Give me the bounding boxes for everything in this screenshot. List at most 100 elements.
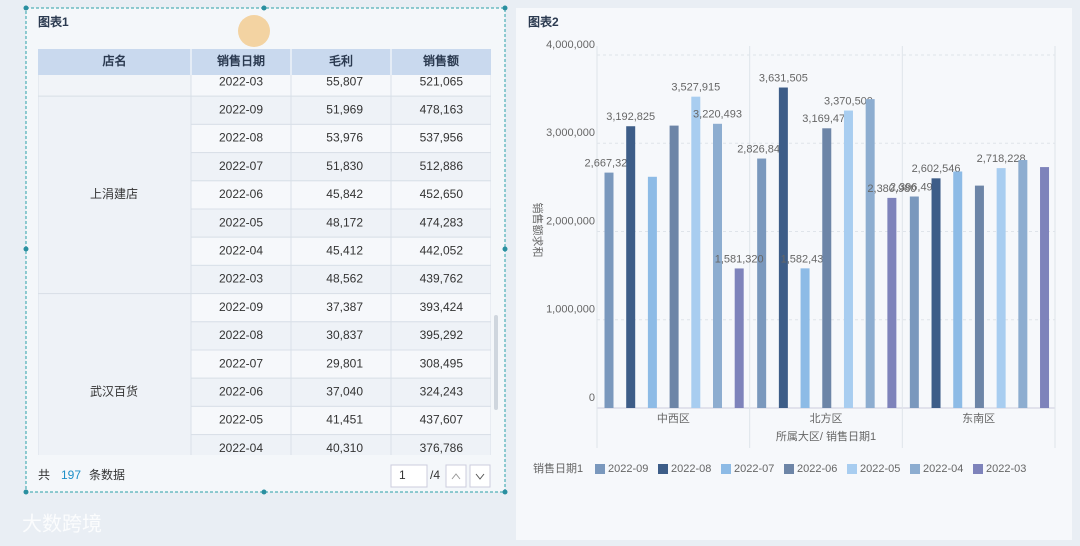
sales-cell: 474,283 — [420, 215, 464, 229]
table-row — [190, 180, 491, 210]
data-label: 2,718,228 — [977, 153, 1026, 165]
bar — [757, 158, 767, 408]
data-label: 3,527,915 — [671, 82, 720, 94]
next-icon — [475, 473, 485, 480]
profit-cell: 48,172 — [326, 215, 363, 229]
data-label: 3,192,825 — [606, 111, 655, 123]
legend-swatch — [847, 464, 857, 474]
bar — [1040, 167, 1050, 408]
sales-cell: 324,243 — [420, 384, 464, 398]
legend-label: 2022-07 — [734, 463, 774, 475]
table-row — [190, 152, 491, 182]
bar — [865, 99, 875, 408]
prev-icon — [451, 473, 461, 480]
date-cell: 2022-05 — [219, 413, 263, 427]
profit-cell: 29,801 — [326, 356, 363, 370]
legend-swatch — [721, 464, 731, 474]
bar — [604, 172, 614, 408]
legend-label: 2022-05 — [860, 463, 900, 475]
bar — [691, 96, 701, 408]
legend-label: 2022-06 — [797, 463, 837, 475]
sales-cell: 521,065 — [420, 74, 464, 88]
date-cell: 2022-04 — [219, 441, 263, 455]
record-count: 197 — [61, 468, 81, 482]
prev-button[interactable] — [445, 464, 467, 488]
sales-cell: 442,052 — [420, 243, 464, 257]
data-label: 1,582,434 — [781, 253, 830, 265]
bar — [778, 87, 788, 408]
sales-cell: 393,424 — [420, 300, 464, 314]
legend-swatch — [658, 464, 668, 474]
data-label: 2,667,321 — [585, 158, 634, 170]
profit-cell: 37,040 — [326, 384, 363, 398]
bar — [800, 268, 810, 408]
date-cell: 2022-08 — [219, 328, 263, 342]
data-label: 2,826,845 — [737, 143, 786, 155]
bar — [822, 128, 832, 408]
header-cell: 店名 — [102, 53, 126, 68]
legend-title: 销售日期1 — [533, 461, 583, 475]
bar — [647, 176, 657, 408]
table-row — [190, 405, 491, 436]
store-name: 武汉百货 — [90, 383, 138, 398]
bar — [843, 110, 853, 408]
date-cell: 2022-07 — [219, 356, 263, 370]
legend-swatch — [595, 464, 605, 474]
data-label: 2,380,980 — [867, 183, 916, 195]
table-row — [190, 208, 491, 238]
profit-cell: 48,562 — [326, 272, 363, 286]
y-axis-title: 销售额求和 — [531, 203, 545, 258]
date-cell: 2022-04 — [219, 243, 263, 257]
sales-cell: 537,956 — [420, 131, 464, 145]
legend-label: 2022-08 — [671, 463, 711, 475]
date-cell: 2022-09 — [219, 102, 263, 116]
bar — [734, 268, 744, 408]
y-tick-label: 0 — [589, 392, 595, 404]
watermark: 大数跨境 — [22, 512, 102, 535]
y-tick-label: 1,000,000 — [546, 304, 595, 316]
data-label: 3,220,493 — [693, 109, 742, 121]
bar — [1018, 160, 1028, 408]
page-total: /4 — [430, 468, 440, 482]
data-label: 1,581,320 — [715, 253, 764, 265]
date-cell: 2022-07 — [219, 159, 263, 173]
profit-cell: 30,837 — [326, 328, 363, 342]
profit-cell: 55,807 — [326, 74, 363, 88]
profit-cell: 51,969 — [326, 102, 363, 116]
date-cell: 2022-03 — [219, 272, 263, 286]
x-tick-label: 东南区 — [962, 412, 995, 425]
bar — [669, 125, 679, 408]
profit-cell: 45,412 — [326, 243, 363, 257]
data-label: 3,169,471 — [802, 113, 851, 125]
table-row — [190, 377, 491, 407]
chart: 0 1,000,000 2,000,000 3,000,000 4,000,000 销售额… — [531, 39, 1056, 475]
legend-swatch — [973, 464, 983, 474]
bar — [713, 123, 722, 408]
data-label: 3,631,505 — [759, 72, 808, 84]
x-tick-label: 北方区 — [810, 411, 843, 425]
x-tick-label: 中西区 — [657, 412, 690, 425]
legend-label: 2022-03 — [986, 463, 1026, 475]
bar — [974, 185, 984, 408]
y-tick-label: 3,000,000 — [546, 127, 595, 139]
panel-title: 图表1 — [38, 14, 69, 29]
store-cell — [38, 293, 192, 455]
data-label: 2,396,492 — [890, 181, 939, 193]
header-cell: 销售额 — [423, 53, 459, 68]
sales-cell: 437,607 — [420, 413, 464, 427]
table-row — [190, 123, 491, 154]
legend-swatch — [784, 464, 794, 474]
bar — [887, 197, 897, 408]
legend-swatch — [910, 464, 920, 474]
profit-cell: 41,451 — [326, 413, 363, 427]
right-panel[interactable] — [516, 8, 1072, 540]
x-axis-title: 所属大区/ 销售日期1 — [776, 429, 876, 443]
bar — [953, 171, 963, 408]
date-cell: 2022-06 — [219, 384, 263, 398]
next-button[interactable] — [469, 464, 491, 488]
page-input[interactable] — [390, 464, 428, 488]
sales-cell: 439,762 — [420, 272, 464, 286]
footer-prefix: 共 — [38, 468, 50, 482]
table-header-bg — [38, 49, 491, 75]
